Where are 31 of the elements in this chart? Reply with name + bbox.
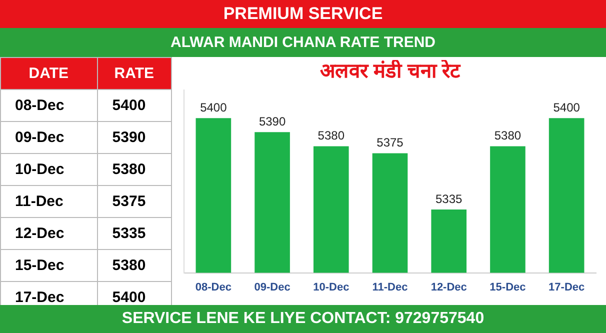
chart-title: ALWAR MANDI CHANA RATE TREND: [0, 28, 606, 57]
x-tick-label: 12-Dec: [430, 281, 467, 294]
data-label: 5375: [98, 186, 172, 218]
text: DATE: [0, 58, 98, 90]
data-label: 5380: [98, 250, 172, 282]
text: RATE: [98, 58, 172, 90]
data-label: 5380: [318, 128, 345, 143]
category-label: 08-Dec: [0, 90, 98, 122]
x-tick-label: 15-Dec: [490, 281, 526, 294]
data-label: 5375: [376, 136, 404, 150]
data-label: 5390: [98, 122, 172, 154]
data-label: 5390: [258, 114, 286, 128]
category-label: 11-Dec: [0, 186, 98, 218]
data-label: 5400: [200, 100, 228, 114]
data-label: 5400: [98, 90, 172, 122]
data-label: 5400: [553, 100, 580, 114]
category-label: 10-Dec: [0, 154, 98, 186]
category-label: 09-Dec: [0, 122, 98, 154]
data-label: 5380: [494, 128, 522, 143]
data-label: 5400: [112, 289, 146, 306]
data-label: 5380: [98, 154, 172, 186]
x-tick-label: 17-Dec: [548, 281, 585, 294]
text: SERVICE LENE KE LIYE CONTACT: 9729757540: [0, 305, 606, 333]
x-tick-label: 09-Dec: [254, 281, 290, 294]
data-label: 5335: [98, 218, 172, 250]
x-tick-label: 11-Dec: [372, 281, 408, 294]
x-tick-label: 10-Dec: [313, 281, 350, 294]
category-label: 12-Dec: [0, 218, 98, 250]
data-label: 5335: [436, 192, 463, 206]
x-tick-label: 08-Dec: [195, 281, 232, 294]
text: PREMIUM SERVICE: [0, 0, 606, 28]
